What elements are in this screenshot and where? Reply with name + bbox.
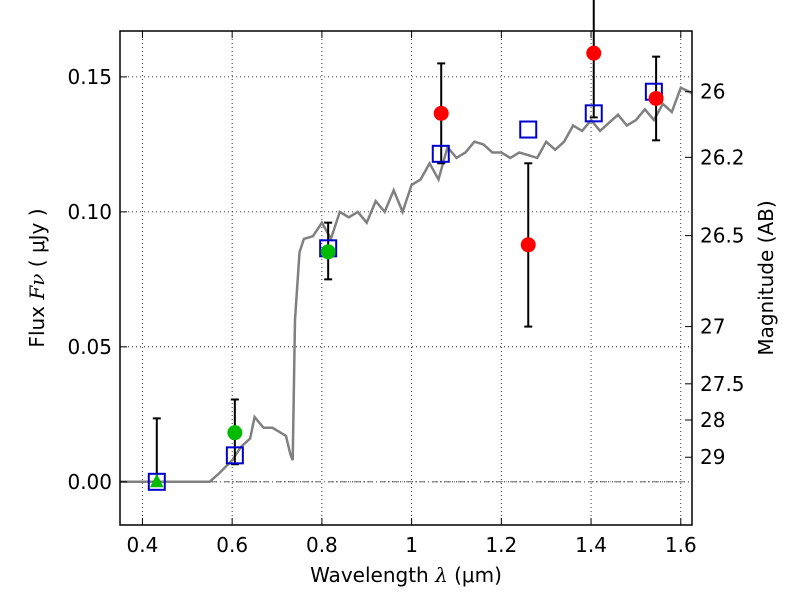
x-tick-label: 1.4 xyxy=(575,533,607,557)
y-axis-label: Flux Fν ( μJy ) xyxy=(25,208,49,347)
x-tick-label: 0.4 xyxy=(127,533,159,557)
x-tick-label: 0.6 xyxy=(216,533,248,557)
x-axis-label-prefix: Wavelength xyxy=(310,563,435,587)
observed-points xyxy=(149,45,664,488)
y-tick-label: 0.15 xyxy=(67,65,112,89)
plot-frame xyxy=(119,30,693,526)
observed-point xyxy=(433,105,449,121)
model-band-square xyxy=(225,446,244,465)
model-band-square xyxy=(519,120,538,139)
x-tick-label: 1.6 xyxy=(665,533,697,557)
observed-point xyxy=(227,425,243,441)
x-axis-ticks: 0.4 0.6 0.8 1 1.2 1.4 1.6 xyxy=(127,31,697,557)
upper-limit-triangle xyxy=(149,473,164,488)
observed-point xyxy=(648,90,664,106)
magnitude-tick-label: 26.2 xyxy=(700,145,745,169)
magnitude-tick-label: 28 xyxy=(700,408,725,432)
y-tick-label: 0.00 xyxy=(67,470,112,494)
grid-lines xyxy=(120,31,692,525)
magnitude-tick-label: 26 xyxy=(700,80,725,104)
y-axis-ticks: 0.00 0.05 0.10 0.15 xyxy=(67,65,127,494)
magnitude-tick-label: 27 xyxy=(700,315,725,339)
x-axis-label-unit: (μm) xyxy=(448,563,502,587)
y-tick-label: 0.05 xyxy=(67,335,112,359)
lambda-symbol: λ xyxy=(434,563,448,587)
model-spectrum-line xyxy=(120,85,693,484)
magnitude-axis-label: Magnitude (AB) xyxy=(754,200,778,355)
y-axis-label-unit: ( μJy ) xyxy=(25,208,49,273)
model-band-square xyxy=(584,104,603,123)
y-tick-label: 0.10 xyxy=(67,200,112,224)
flux-symbol: Fν xyxy=(25,274,49,301)
magnitude-tick-label: 27.5 xyxy=(700,372,745,396)
observed-point xyxy=(520,237,536,253)
y-axis-label-prefix: Flux xyxy=(25,300,49,348)
x-axis-label: Wavelength λ (μm) xyxy=(310,563,502,587)
x-tick-label: 1.2 xyxy=(485,533,517,557)
model-band-square xyxy=(431,144,450,163)
magnitude-tick-label: 29 xyxy=(700,445,725,469)
x-tick-label: 1 xyxy=(405,533,418,557)
observed-point xyxy=(320,244,336,260)
model-band-markers xyxy=(147,82,663,491)
observed-point xyxy=(586,45,602,61)
x-tick-label: 0.8 xyxy=(306,533,338,557)
magnitude-tick-label: 26.5 xyxy=(700,224,745,248)
magnitude-axis-ticks: 26 26.2 26.5 27 27.5 28 29 xyxy=(685,80,745,469)
